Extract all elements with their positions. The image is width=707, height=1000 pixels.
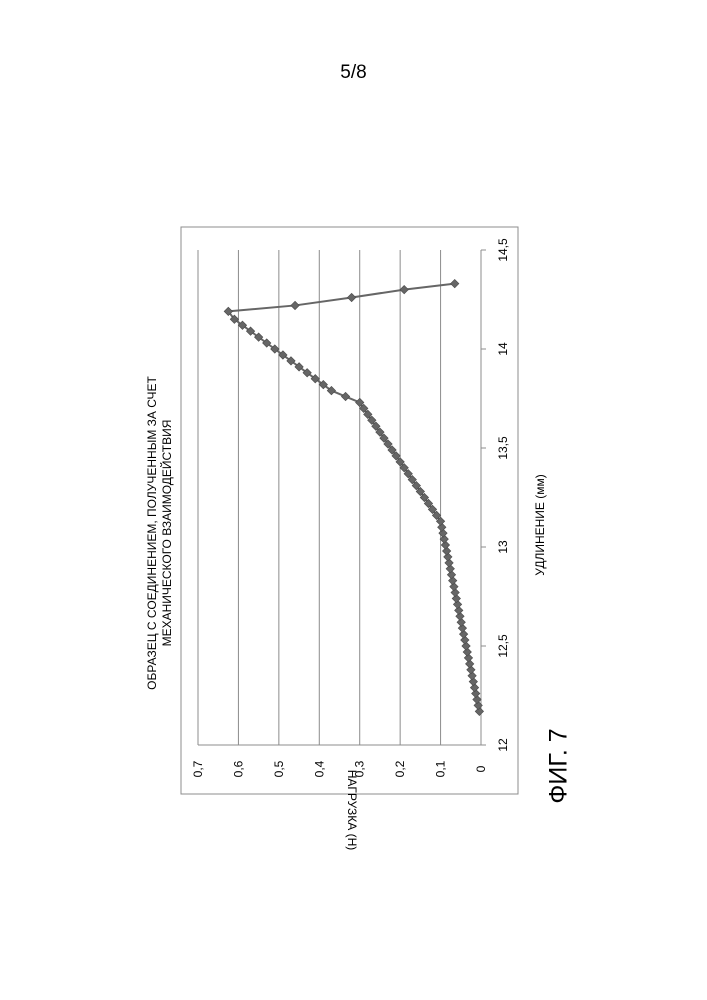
y-axis-label: НАГРУЗКА (Н) bbox=[345, 770, 359, 851]
x-tick-label: 12 bbox=[496, 738, 510, 752]
x-tick-label: 14 bbox=[496, 342, 510, 356]
y-tick-label: 0,2 bbox=[393, 760, 407, 777]
x-tick-label: 14,5 bbox=[496, 238, 510, 262]
y-tick-label: 0 bbox=[474, 765, 488, 772]
x-tick-label: 12,5 bbox=[496, 634, 510, 658]
y-tick-label: 0,1 bbox=[434, 760, 448, 777]
y-tick-label: 0,5 bbox=[272, 760, 286, 777]
x-axis-label: УДЛИНЕНИЕ (мм) bbox=[533, 474, 547, 576]
chart-title-line-2: МЕХАНИЧЕСКОГО ВЗАИМОДЕЙСТВИЯ bbox=[159, 420, 174, 647]
y-tick-label: 0,6 bbox=[231, 760, 245, 777]
x-tick-label: 13,5 bbox=[496, 436, 510, 460]
figure-label-text: ФИГ. 7 bbox=[545, 728, 574, 803]
y-tick-label: 0,4 bbox=[312, 760, 326, 777]
y-tick-label: 0,7 bbox=[191, 760, 205, 777]
chart-title-line-1: ОБРАЗЕЦ С СОЕДИНЕНИЕМ, ПОЛУЧЕННЫМ ЗА СЧЕ… bbox=[145, 376, 159, 690]
chart-title: ОБРАЗЕЦ С СОЕДИНЕНИЕМ, ПОЛУЧЕННЫМ ЗА СЧЕ… bbox=[145, 376, 174, 690]
x-tick-label: 13 bbox=[496, 540, 510, 554]
